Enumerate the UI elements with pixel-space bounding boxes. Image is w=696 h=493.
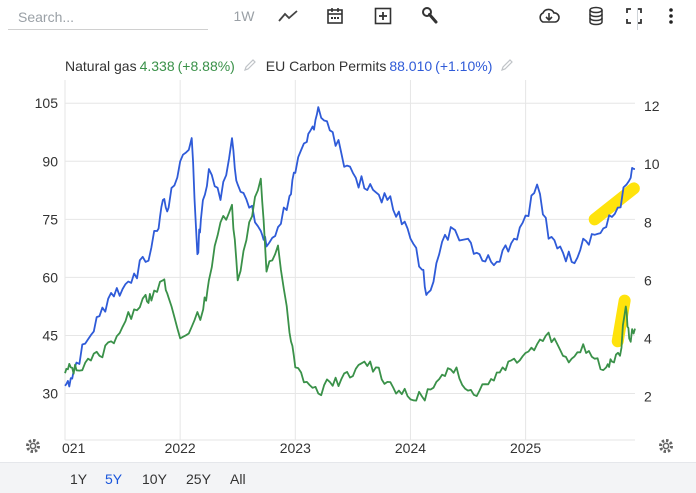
x-axis-tick: 021 (62, 440, 86, 456)
x-axis-tick: 2025 (510, 440, 541, 456)
left-axis-tick: 30 (42, 386, 58, 402)
range-10y[interactable]: 10Y (142, 471, 167, 487)
left-axis-tick: 60 (42, 269, 58, 285)
left-axis-tick: 90 (42, 153, 58, 169)
left-axis-tick: 75 (42, 211, 58, 227)
right-axis-tick: 10 (644, 156, 660, 172)
left-axis-tick: 45 (42, 327, 58, 343)
x-axis-tick: 2023 (280, 440, 311, 456)
line-chart-icon[interactable] (276, 5, 300, 27)
download-icon[interactable] (536, 5, 562, 27)
calendar-icon[interactable] (323, 5, 347, 27)
legend-series2-name[interactable]: EU Carbon Permits (265, 58, 387, 74)
highlight-mark (588, 182, 640, 226)
legend-series1-name[interactable]: Natural gas (65, 58, 137, 74)
legend-series1-value: 4.338 (139, 58, 175, 74)
chart-legend: Natural gas 4.338 (+8.88%) EU Carbon Permi… (65, 58, 518, 76)
range-1y[interactable]: 1Y (70, 471, 88, 487)
range-all[interactable]: All (230, 471, 246, 487)
toolbar-divider (637, 8, 638, 30)
more-icon[interactable] (662, 5, 680, 27)
right-axis-tick: 2 (644, 388, 652, 404)
legend-series2-change: (+1.10%) (435, 58, 493, 74)
database-icon[interactable] (585, 5, 607, 27)
wrench-icon[interactable] (418, 5, 442, 27)
timeframe-button[interactable]: 1W (233, 8, 255, 24)
search-input[interactable] (8, 4, 208, 30)
fullscreen-icon[interactable] (623, 5, 645, 27)
right-axis-tick: 6 (644, 272, 652, 288)
right-axis-tick: 4 (644, 330, 652, 346)
range-5y[interactable]: 5Y (105, 471, 123, 487)
highlight-mark (611, 294, 631, 348)
pencil-icon[interactable] (499, 59, 515, 76)
range-selector: 1Y 5Y 10Y 25Y All (0, 462, 696, 493)
series-line-eu-carbon-permits (64, 106, 636, 388)
left-axis-settings-icon[interactable] (24, 437, 42, 455)
left-axis-tick: 105 (35, 95, 59, 111)
series-lines (64, 106, 636, 402)
series-line-natural-gas (64, 177, 636, 402)
pencil-icon[interactable] (242, 59, 258, 76)
highlight-annotations (588, 182, 640, 348)
toolbar: 1W (0, 0, 696, 34)
right-axis-tick: 12 (644, 98, 660, 114)
add-icon[interactable] (371, 5, 395, 27)
x-axis-tick: 2024 (395, 440, 426, 456)
right-axis-tick: 8 (644, 214, 652, 230)
grid-lines (64, 80, 635, 441)
legend-series1-change: (+8.88%) (177, 58, 235, 74)
legend-series2-value: 88.010 (389, 58, 433, 74)
right-axis-settings-icon[interactable] (657, 437, 675, 455)
range-25y[interactable]: 25Y (186, 471, 211, 487)
x-axis-tick: 2022 (165, 440, 196, 456)
